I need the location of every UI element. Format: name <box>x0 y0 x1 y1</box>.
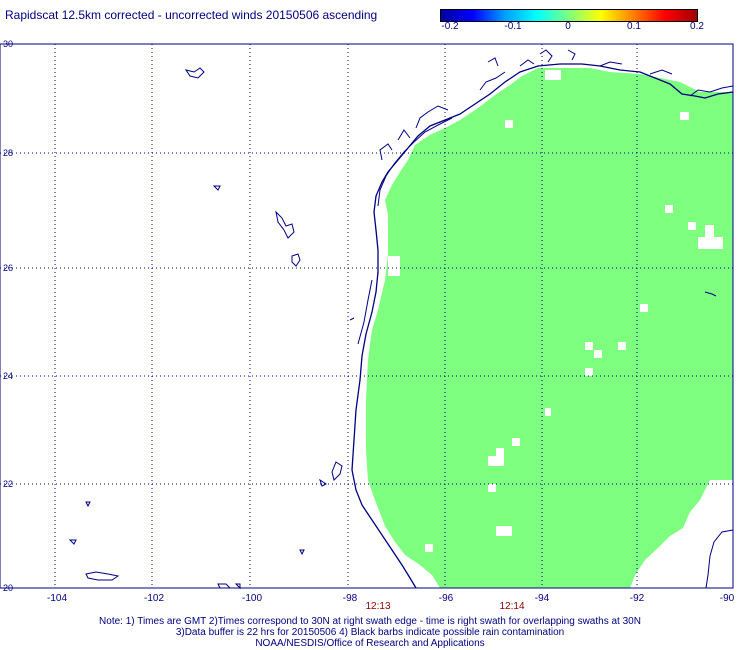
swath-time-label: 12:13 <box>365 601 391 612</box>
colorbar-tick-label: 0.1 <box>627 21 641 32</box>
lon-label: -94 <box>534 593 550 604</box>
lat-label: 30 <box>3 39 14 49</box>
note-line: 3)Data buffer is 22 hrs for 20150506 4) … <box>175 627 565 638</box>
colorbar <box>440 9 698 22</box>
lat-label: 20 <box>3 583 14 593</box>
swath-time-label: 12:14 <box>499 601 525 612</box>
barrier-islands <box>349 71 506 345</box>
lon-label: -98 <box>342 593 358 604</box>
colorbar-tick-label: -0.2 <box>441 21 459 32</box>
coastline-east <box>487 49 734 589</box>
colorbar-tick-label: -0.1 <box>504 21 522 32</box>
colorbar-tick-label: 0 <box>565 21 571 32</box>
lat-label: 24 <box>3 371 14 381</box>
lon-label: -102 <box>143 593 165 604</box>
lat-label: 28 <box>3 148 14 158</box>
graticule <box>0 44 733 588</box>
note-line: NOAA/NESDIS/Office of Research and Appli… <box>255 638 485 649</box>
lon-label: -92 <box>629 593 645 604</box>
map-frame <box>0 43 734 589</box>
note-line: Note: 1) Times are GMT 2)Times correspon… <box>99 616 641 627</box>
inland-water <box>68 67 343 590</box>
colorbar-tick-label: 0.2 <box>690 21 704 32</box>
swath-gaps <box>388 70 740 592</box>
lon-label: -96 <box>438 593 454 604</box>
wind-swath <box>366 68 733 588</box>
lat-label: 26 <box>3 263 14 273</box>
lon-label: -104 <box>46 593 68 604</box>
map-title: Rapidscat 12.5km corrected - uncorrected… <box>5 8 378 22</box>
lon-label: -90 <box>719 593 735 604</box>
lon-label: -100 <box>241 593 263 604</box>
lat-label: 22 <box>3 479 14 489</box>
